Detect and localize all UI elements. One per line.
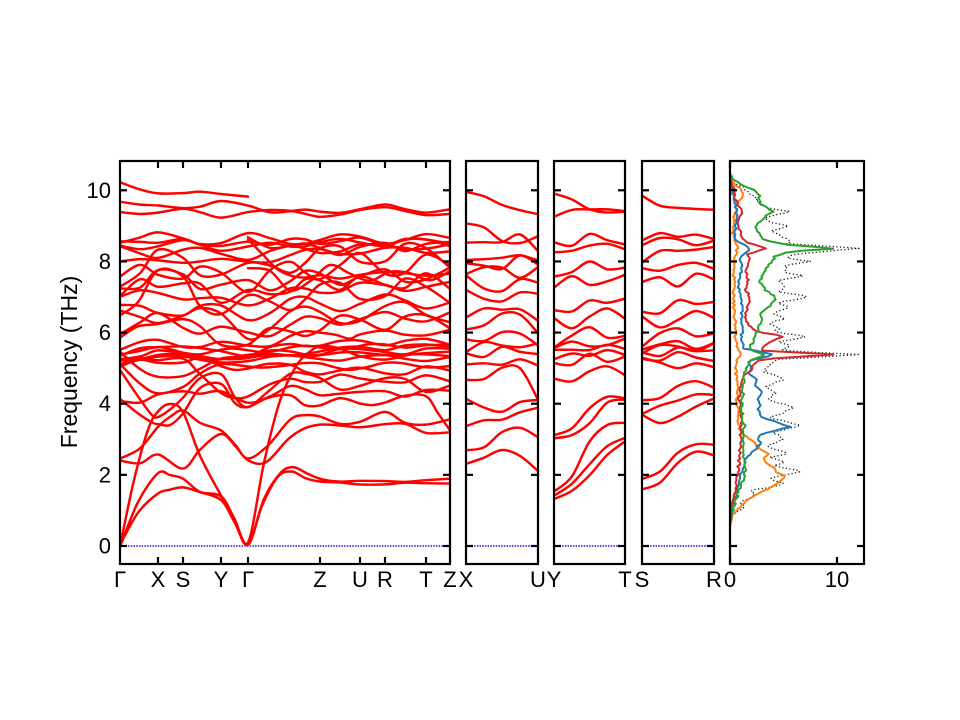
- svg-text:4: 4: [99, 391, 111, 416]
- svg-text:Γ: Γ: [242, 567, 254, 592]
- svg-text:0: 0: [724, 567, 736, 592]
- svg-text:U: U: [530, 567, 546, 592]
- svg-text:Y: Y: [214, 567, 229, 592]
- svg-text:U: U: [352, 567, 368, 592]
- svg-text:T: T: [419, 567, 432, 592]
- svg-text:Z: Z: [443, 567, 456, 592]
- svg-text:8: 8: [99, 249, 111, 274]
- svg-text:Frequency (THz): Frequency (THz): [56, 276, 82, 449]
- svg-text:T: T: [618, 567, 631, 592]
- svg-text:10: 10: [825, 567, 849, 592]
- svg-text:2: 2: [99, 462, 111, 487]
- svg-text:X: X: [151, 567, 166, 592]
- svg-text:S: S: [176, 567, 191, 592]
- svg-text:Z: Z: [313, 567, 326, 592]
- svg-text:X: X: [459, 567, 474, 592]
- svg-text:Y: Y: [547, 567, 562, 592]
- svg-text:Γ: Γ: [114, 567, 126, 592]
- svg-text:6: 6: [99, 320, 111, 345]
- svg-text:R: R: [377, 567, 393, 592]
- svg-text:0: 0: [99, 534, 111, 559]
- svg-text:S: S: [635, 567, 650, 592]
- svg-text:R: R: [706, 567, 722, 592]
- svg-text:10: 10: [87, 178, 111, 203]
